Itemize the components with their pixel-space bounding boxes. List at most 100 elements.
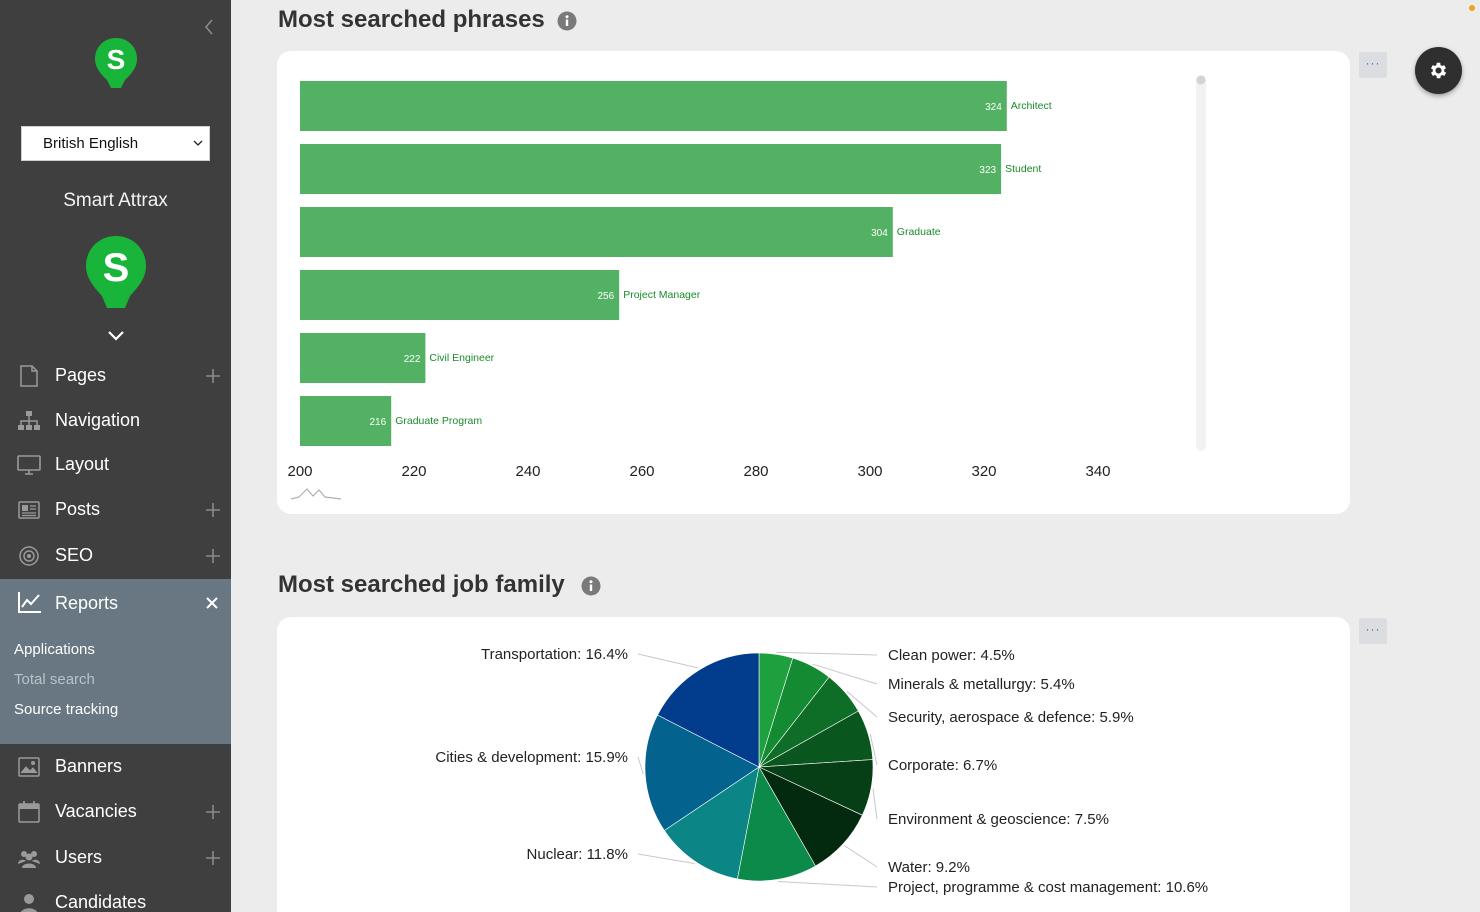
pie-slice-label: Transportation: 16.4%	[481, 646, 628, 663]
add-user-icon[interactable]	[205, 850, 221, 866]
bar-value-label: 323	[979, 165, 996, 176]
logo-icon[interactable]: S	[93, 36, 139, 92]
image-icon	[18, 757, 40, 777]
bar-value-label: 256	[598, 291, 615, 302]
x-tick-label: 240	[515, 463, 540, 480]
sidebar-item-navigation[interactable]: Navigation	[0, 401, 231, 441]
pie-label-connector	[872, 788, 878, 820]
add-page-icon[interactable]	[205, 368, 221, 384]
gear-icon	[1430, 62, 1447, 79]
language-select[interactable]: British English	[21, 126, 210, 161]
pie-slice[interactable]	[663, 766, 760, 880]
x-tick-label: 340	[1085, 463, 1110, 480]
monitor-icon	[17, 455, 41, 475]
sidebar-item-label: Candidates	[55, 892, 147, 912]
bar[interactable]	[300, 144, 1002, 194]
target-icon	[19, 546, 39, 566]
phrases-more-button[interactable]: ···	[1359, 52, 1387, 78]
sidebar: S British English Smart Attrax S Pages	[0, 0, 231, 912]
info-icon[interactable]	[581, 576, 601, 596]
bar-category-label: Project Manager	[623, 289, 701, 301]
pie-label-connector	[637, 653, 699, 669]
navigator-sparkline[interactable]	[290, 488, 342, 500]
x-tick-label: 220	[401, 463, 426, 480]
phrases-section-title: Most searched phrases	[278, 6, 545, 33]
sidebar-item-vacancies[interactable]: Vacancies	[0, 792, 231, 832]
close-icon[interactable]	[205, 596, 219, 610]
pie-slice[interactable]	[737, 766, 816, 882]
sidebar-item-banners[interactable]: Banners	[0, 747, 231, 787]
sidebar-item-users[interactable]: Users	[0, 838, 231, 878]
bar-value-label: 216	[370, 417, 387, 428]
site-logo-icon: S	[86, 236, 146, 308]
scrollbar-handle[interactable]	[1196, 75, 1206, 85]
bar[interactable]	[300, 396, 392, 446]
pie-label-connector	[846, 690, 878, 718]
info-icon[interactable]	[557, 11, 577, 31]
pie-slice-label: Corporate: 6.7%	[888, 757, 997, 774]
chevron-down-icon	[193, 140, 203, 146]
pie-slice-label: Security, aerospace & defence: 5.9%	[888, 709, 1134, 726]
language-select-value: British English	[43, 135, 139, 152]
bar[interactable]	[300, 333, 426, 383]
sidebar-item-label: Navigation	[55, 410, 141, 430]
bar-category-label: Architect	[1011, 100, 1052, 112]
notification-dot	[1469, 5, 1475, 11]
bar[interactable]	[300, 207, 893, 257]
pie-label-connector	[637, 853, 695, 865]
page-icon	[20, 365, 38, 387]
sidebar-item-reports[interactable]: Reports	[0, 579, 231, 627]
sidebar-item-label: Pages	[55, 365, 107, 385]
pie-label-connector	[776, 651, 878, 656]
sidebar-item-candidates[interactable]: Candidates	[0, 883, 231, 912]
x-tick-label: 280	[743, 463, 768, 480]
sidebar-item-label: Reports	[55, 593, 119, 613]
sidebar-item-label: Layout	[55, 454, 110, 474]
sidebar-item-posts[interactable]: Posts	[0, 490, 231, 530]
pie-label-connector	[844, 845, 878, 868]
pie-slice-label: Project, programme & cost management: 10…	[888, 879, 1208, 896]
pie-slice[interactable]	[644, 714, 760, 831]
jobfamily-more-button[interactable]: ···	[1359, 618, 1387, 644]
newspaper-icon	[18, 501, 40, 519]
pie-slice[interactable]	[657, 652, 760, 768]
sidebar-item-seo[interactable]: SEO	[0, 536, 231, 576]
bar-category-label: Graduate	[897, 226, 941, 238]
bar-value-label: 304	[871, 228, 888, 239]
x-tick-label: 260	[629, 463, 654, 480]
site-switch-chevron-icon[interactable]	[106, 328, 126, 344]
jobfamily-chart-card: Clean power: 4.5% Minerals & metallurgy: …	[277, 617, 1350, 912]
line-chart-icon	[18, 592, 41, 613]
add-vacancy-icon[interactable]	[205, 804, 221, 820]
sidebar-section-reports: Reports Applications Total search Source…	[0, 579, 231, 744]
sidebar-item-pages[interactable]: Pages	[0, 356, 231, 396]
sidebar-subitem-source-tracking[interactable]: Source tracking	[14, 701, 119, 718]
x-tick-label: 300	[857, 463, 882, 480]
jobfamily-section-title: Most searched job family	[278, 571, 565, 598]
settings-button[interactable]	[1415, 47, 1462, 94]
user-icon	[20, 894, 38, 912]
bar-category-label: Graduate Program	[395, 415, 482, 427]
bar[interactable]	[300, 270, 620, 320]
bar[interactable]	[300, 81, 1007, 131]
add-post-icon[interactable]	[205, 502, 221, 518]
bar-value-label: 324	[985, 102, 1002, 113]
more-dots: ···	[1365, 56, 1381, 70]
svg-text:S: S	[107, 44, 126, 75]
chart-scrollbar[interactable]	[1196, 75, 1206, 451]
add-seo-icon[interactable]	[205, 548, 221, 564]
x-tick-label: 200	[287, 463, 312, 480]
pie-slice-label: Clean power: 4.5%	[888, 647, 1015, 664]
bar-value-label: 222	[404, 354, 421, 365]
sidebar-subitem-applications[interactable]: Applications	[14, 641, 95, 658]
svg-text:S: S	[103, 246, 130, 290]
x-tick-label: 320	[971, 463, 996, 480]
pie-slice-label: Nuclear: 11.8%	[527, 846, 628, 863]
site-name: Smart Attrax	[63, 190, 168, 211]
sidebar-item-label: Banners	[55, 756, 123, 776]
pie-label-connector	[869, 733, 878, 766]
pie-slice-label: Minerals & metallurgy: 5.4%	[888, 676, 1075, 693]
sidebar-item-layout[interactable]: Layout	[0, 445, 231, 485]
collapse-sidebar-icon[interactable]	[200, 16, 218, 38]
sidebar-subitem-total-search[interactable]: Total search	[14, 671, 95, 688]
